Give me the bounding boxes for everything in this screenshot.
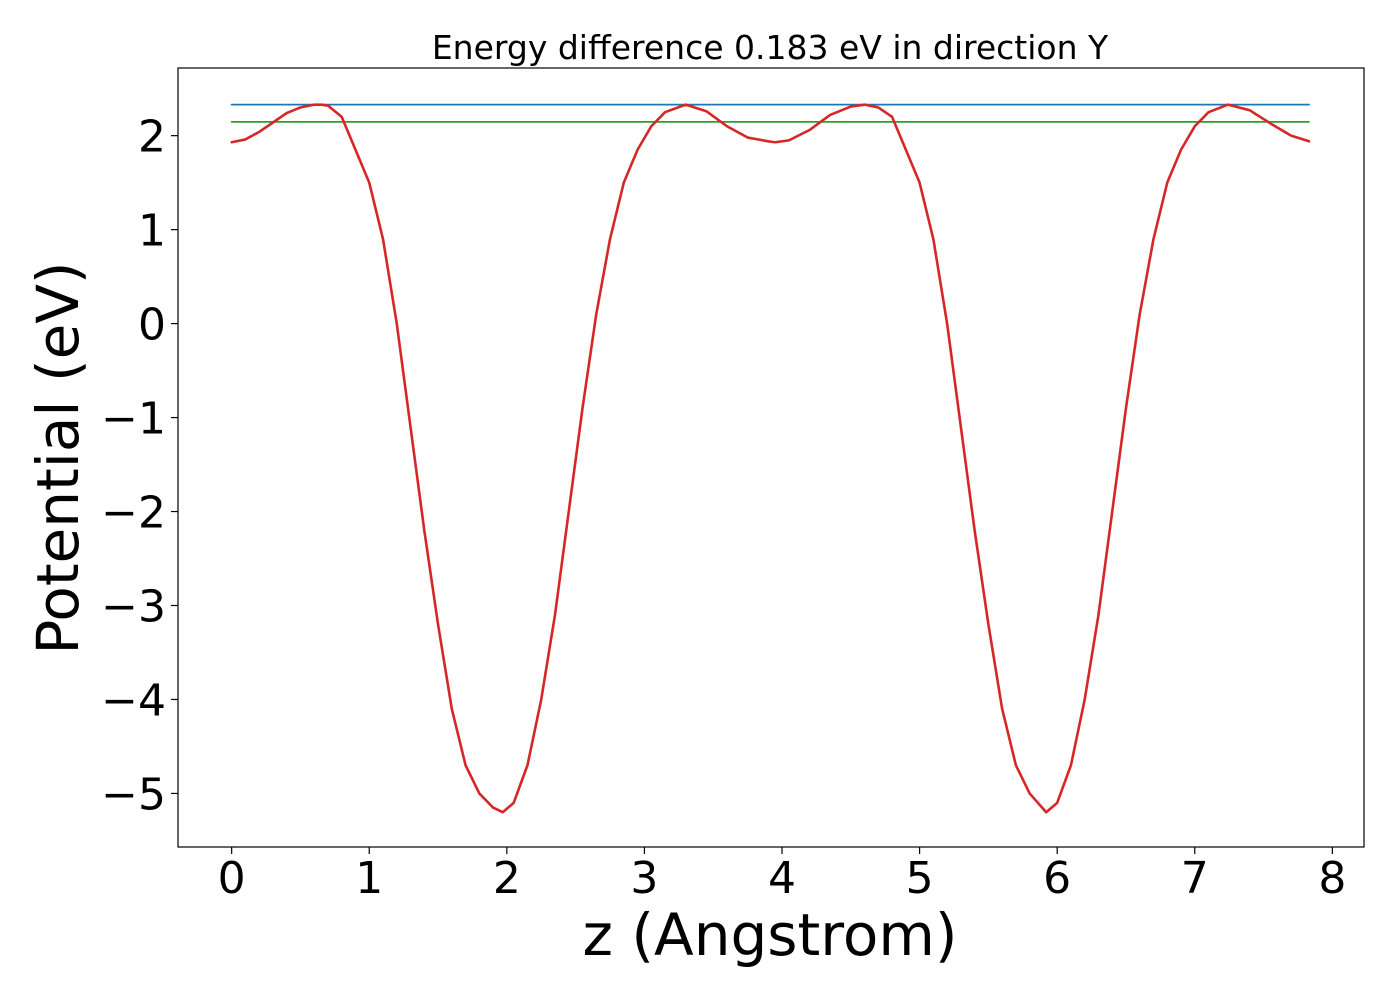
x-tick-label: 8	[1318, 853, 1346, 904]
y-tick-label: 0	[138, 300, 166, 351]
y-axis-label: Potential (eV)	[24, 261, 92, 654]
x-tick-label: 0	[218, 853, 246, 904]
plot-frame	[177, 67, 1365, 848]
y-tick-label: −2	[101, 488, 166, 539]
y-tick-label: −3	[101, 582, 166, 633]
y-axis-ticks: −5 −4 −3 −2 −1 0 1 2	[101, 112, 178, 820]
x-tick-label: 5	[906, 853, 934, 904]
x-tick-label: 2	[493, 853, 521, 904]
y-tick-label: −4	[101, 675, 166, 726]
y-tick-label: 2	[138, 112, 166, 163]
x-tick-label: 1	[355, 853, 383, 904]
x-axis-ticks: 0 1 2 3 4 5 6 7 8	[218, 847, 1346, 904]
x-axis-label: z (Angstrom)	[583, 901, 958, 969]
y-tick-label: 1	[138, 206, 166, 257]
series-layer	[230, 103, 1311, 814]
chart-title: Energy difference 0.183 eV in direction …	[432, 28, 1109, 67]
x-tick-label: 6	[1043, 853, 1071, 904]
x-tick-label: 7	[1181, 853, 1209, 904]
x-tick-label: 4	[768, 853, 796, 904]
series-line-0	[230, 103, 1311, 814]
y-tick-label: −5	[101, 769, 166, 820]
y-tick-label: −1	[101, 394, 166, 445]
x-tick-label: 3	[630, 853, 658, 904]
